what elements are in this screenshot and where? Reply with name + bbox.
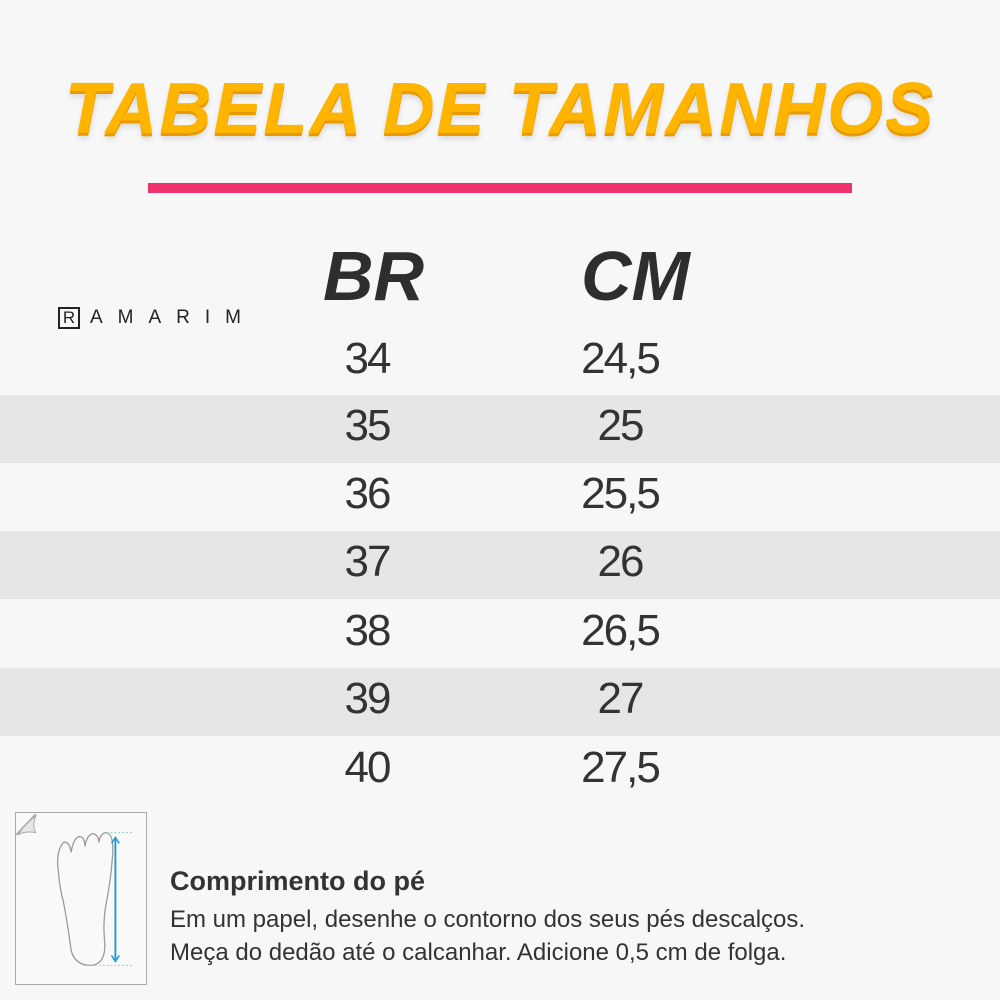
cm-value: 27,5 [581, 743, 661, 792]
brand-logo: R AMARIM [58, 307, 256, 329]
br-value: 38 [344, 606, 392, 655]
foot-measure-icon [15, 812, 147, 985]
instruction-line: Em um papel, desenhe o contorno dos seus… [170, 906, 806, 933]
cm-value: 27 [597, 674, 645, 723]
br-value: 37 [344, 537, 392, 586]
br-value: 34 [344, 334, 392, 383]
br-value: 36 [344, 469, 392, 518]
table-row: 38 26,5 [0, 600, 1000, 668]
table-row: 39 27 [0, 668, 1000, 736]
title-divider [148, 183, 852, 193]
br-value: 39 [344, 674, 392, 723]
cm-value: 25,5 [581, 469, 661, 518]
table-row: 40 27,5 [0, 737, 1000, 805]
logo-mark: R [58, 307, 80, 329]
table-row: 36 25,5 [0, 463, 1000, 531]
logo-text: AMARIM [90, 307, 256, 328]
table-row: 37 26 [0, 531, 1000, 599]
table-row: 34 24,5 [0, 328, 1000, 396]
header-cm: CM [581, 237, 690, 315]
header-br: BR [323, 237, 425, 315]
cm-value: 26,5 [581, 606, 661, 655]
cm-value: 24,5 [581, 334, 661, 383]
table-row: 35 25 [0, 395, 1000, 463]
instructions-title: Comprimento do pé [170, 866, 425, 896]
cm-value: 25 [597, 401, 645, 450]
cm-value: 26 [597, 537, 645, 586]
br-value: 40 [344, 743, 392, 792]
instruction-line: Meça do dedão até o calcanhar. Adicione … [170, 939, 787, 966]
br-value: 35 [344, 401, 392, 450]
page-title: TABELA DE TAMANHOS [64, 69, 936, 149]
